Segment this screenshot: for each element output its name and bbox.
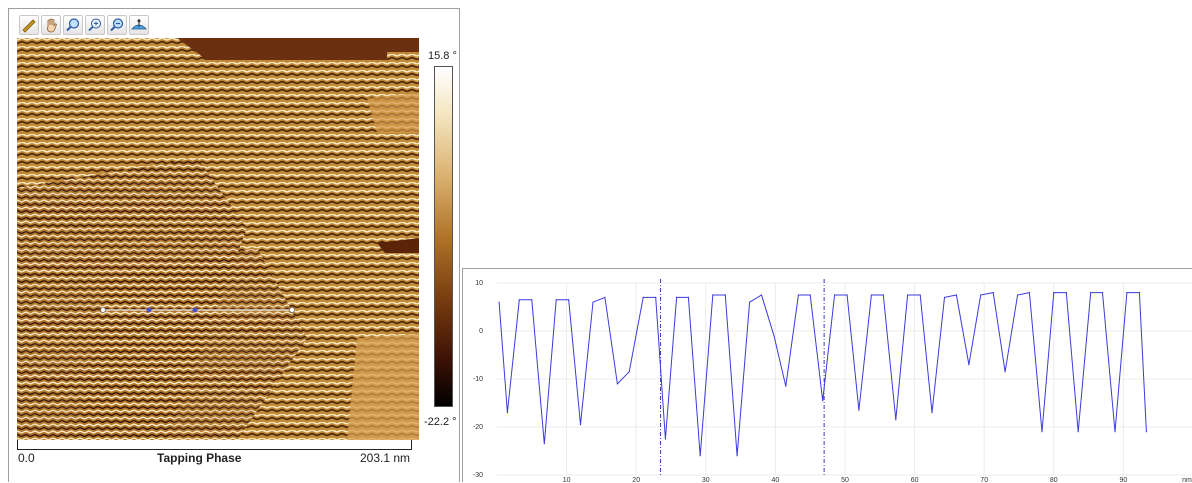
profile-data-point bbox=[919, 294, 921, 296]
pan-tool-button[interactable] bbox=[41, 15, 61, 35]
profile-data-point bbox=[712, 294, 714, 296]
profile-data-point bbox=[773, 335, 775, 337]
profile-data-point bbox=[1138, 292, 1141, 294]
x-tick-label: 30 bbox=[702, 477, 710, 483]
profile-data-point bbox=[518, 299, 520, 301]
x-axis-unit-label: nm bbox=[1182, 477, 1192, 483]
ruler-tool-button[interactable] bbox=[19, 15, 39, 35]
profile-data-point bbox=[992, 292, 994, 294]
y-tick-label: 10 bbox=[475, 280, 483, 287]
y-tick-label: 0 bbox=[479, 328, 483, 335]
level-tool-button[interactable] bbox=[129, 15, 149, 35]
profile-data-point bbox=[531, 299, 533, 301]
profile-data-point bbox=[1017, 294, 1019, 296]
x-tick-label: 80 bbox=[1050, 477, 1058, 483]
profile-data-point bbox=[760, 294, 763, 296]
profile-data-point bbox=[687, 296, 689, 298]
profile-data-point bbox=[655, 296, 657, 298]
profile-data-point bbox=[1041, 431, 1043, 433]
profile-data-point bbox=[1053, 292, 1055, 294]
profile-panel: 10 20 30 40 50 60 70 80 90 10 0 -10 -20 -30 nm bbox=[462, 268, 1192, 483]
profile-data-point bbox=[785, 385, 787, 387]
profile-data-point bbox=[568, 299, 570, 301]
zoom-tool-button[interactable] bbox=[63, 15, 83, 35]
profile-data-point bbox=[1101, 292, 1104, 294]
profile-data-point bbox=[931, 412, 933, 414]
profile-data-point bbox=[628, 371, 630, 373]
x-tick-label: 10 bbox=[563, 477, 571, 483]
x-tick-label: 40 bbox=[772, 477, 780, 483]
profile-data-point bbox=[797, 294, 799, 296]
cursor-marker-1[interactable] bbox=[146, 307, 152, 313]
hand-icon bbox=[47, 18, 57, 33]
profile-data-point bbox=[555, 299, 557, 301]
ruler-icon bbox=[22, 19, 36, 33]
profile-data-point bbox=[664, 438, 667, 440]
profile-data-point bbox=[1126, 292, 1128, 294]
scale-bar bbox=[17, 440, 412, 450]
profile-data-point bbox=[870, 294, 873, 296]
profile-data-point bbox=[882, 294, 884, 296]
x-tick-label: 90 bbox=[1120, 477, 1128, 483]
profile-data-point bbox=[833, 294, 836, 296]
x-tick-label: 70 bbox=[980, 477, 988, 483]
profile-data-point bbox=[675, 296, 678, 298]
y-tick-label: -10 bbox=[473, 376, 483, 383]
colorbar-max-label: 15.8 ° bbox=[428, 50, 457, 62]
profile-data-point bbox=[642, 296, 644, 298]
profile-data-point bbox=[858, 409, 860, 411]
profile-data-point bbox=[604, 296, 606, 298]
x-tick-label: 20 bbox=[632, 477, 640, 483]
profile-data-point bbox=[1145, 431, 1147, 433]
profile-data-point bbox=[943, 296, 946, 298]
y-tick-label: -20 bbox=[473, 424, 483, 431]
level-icon bbox=[131, 19, 147, 30]
profile-data-point bbox=[1004, 371, 1006, 373]
profile-data-point bbox=[699, 455, 701, 457]
profile-data-point bbox=[736, 455, 738, 457]
zoom-out-tool-button[interactable] bbox=[107, 15, 127, 35]
profile-data-point bbox=[579, 424, 582, 426]
profile-data-point bbox=[616, 383, 619, 385]
profile-data-point bbox=[506, 412, 509, 414]
profile-data-point bbox=[822, 400, 824, 402]
zoom-out-icon bbox=[110, 18, 124, 32]
channel-title: Tapping Phase bbox=[157, 451, 242, 465]
profile-data-point bbox=[592, 301, 594, 303]
scale-max-label: 203.1 nm bbox=[360, 451, 411, 465]
afm-phase-image[interactable] bbox=[17, 38, 419, 440]
afm-image-panel: 15.8 ° -22.2 ° 0.0 Tapping Phase 203.1 n… bbox=[8, 8, 460, 482]
profile-data-point bbox=[955, 294, 957, 296]
y-tick-label: -30 bbox=[473, 472, 483, 479]
colorbar bbox=[434, 66, 453, 407]
x-tick-label: 50 bbox=[841, 477, 849, 483]
zoom-icon bbox=[66, 18, 80, 32]
colorbar-min-label: -22.2 ° bbox=[424, 416, 457, 428]
profile-data-point bbox=[980, 294, 982, 296]
cursor-marker-2[interactable] bbox=[192, 307, 198, 313]
profile-data-point bbox=[724, 294, 726, 296]
profile-data-point bbox=[1065, 292, 1067, 294]
x-tick-label: 60 bbox=[911, 477, 919, 483]
profile-data-point bbox=[968, 364, 970, 366]
profile-data-point bbox=[895, 419, 897, 421]
profile-data-point bbox=[1090, 292, 1092, 294]
zoom-in-tool-button[interactable] bbox=[85, 15, 105, 35]
profile-data-point bbox=[907, 294, 909, 296]
profile-data-point bbox=[846, 294, 848, 296]
scale-min-label: 0.0 bbox=[18, 451, 35, 465]
profile-series-line bbox=[498, 291, 1147, 456]
profile-data-point bbox=[1028, 292, 1031, 294]
profile-data-point bbox=[498, 301, 500, 303]
profile-data-point bbox=[1077, 431, 1079, 433]
image-toolbar bbox=[19, 15, 149, 39]
profile-data-point bbox=[1114, 431, 1116, 433]
profile-data-point bbox=[749, 301, 751, 303]
zoom-in-icon bbox=[88, 18, 101, 32]
profile-data-point bbox=[543, 443, 545, 445]
profile-data-point bbox=[809, 294, 811, 296]
